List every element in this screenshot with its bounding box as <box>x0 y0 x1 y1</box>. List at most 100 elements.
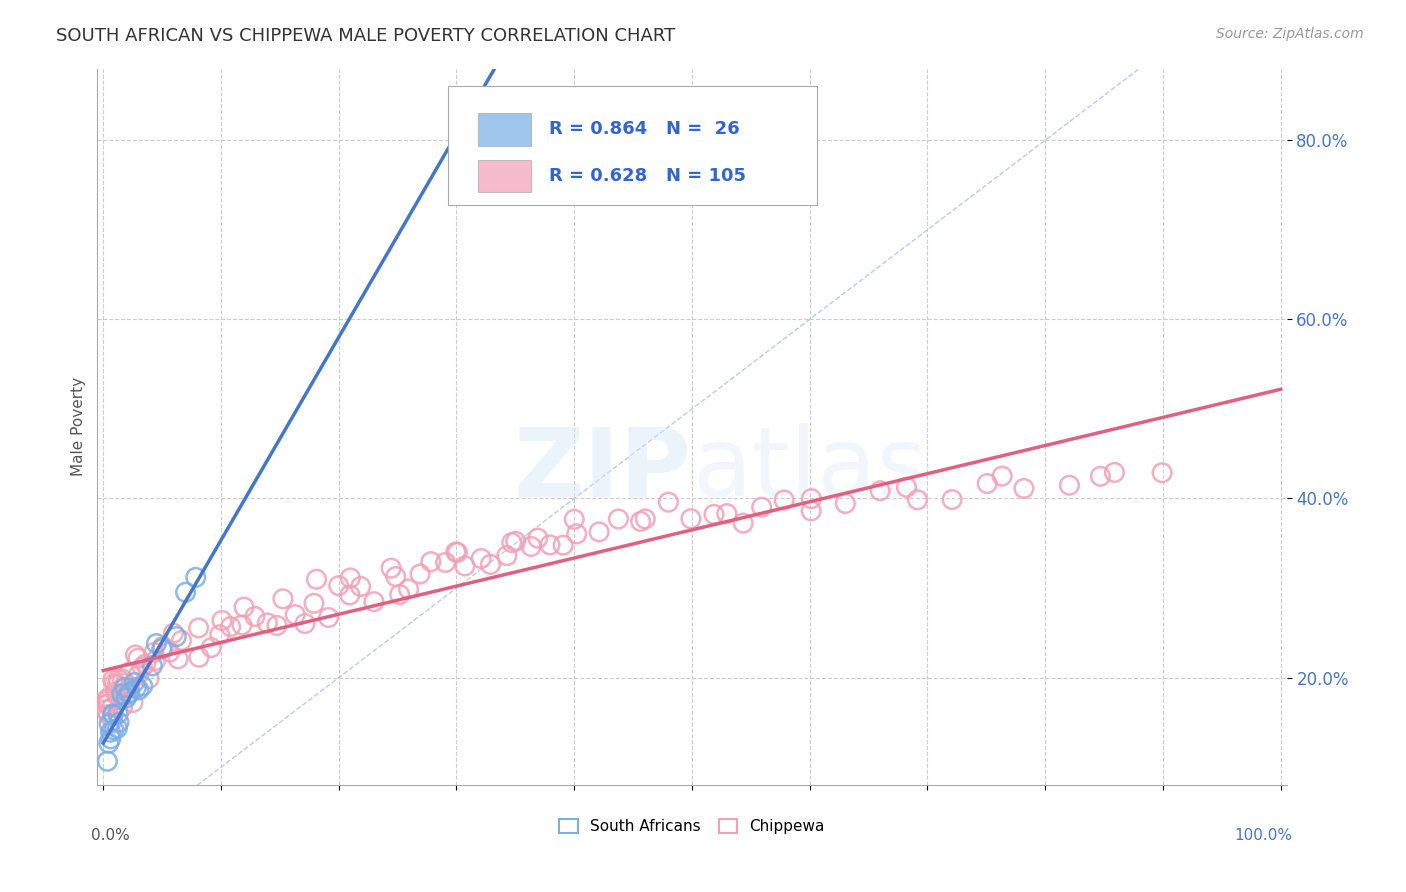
Point <box>527 531 550 545</box>
Point <box>100 731 122 746</box>
Point <box>553 538 575 552</box>
Point <box>501 535 523 549</box>
Point <box>162 626 184 640</box>
Point <box>751 500 773 515</box>
Point <box>380 561 402 575</box>
Point <box>607 512 630 526</box>
Point <box>505 534 527 549</box>
Point <box>896 480 918 494</box>
Point <box>97 736 120 750</box>
Point <box>150 641 173 656</box>
Point <box>446 545 468 559</box>
Point <box>243 609 266 624</box>
Point <box>107 706 129 721</box>
Point <box>271 591 294 606</box>
Point <box>145 653 167 667</box>
Point <box>350 579 373 593</box>
Point <box>101 707 124 722</box>
Point <box>131 660 153 674</box>
Point <box>165 630 187 644</box>
Point <box>520 540 543 554</box>
Point <box>991 469 1014 483</box>
Point <box>135 657 157 671</box>
Point <box>124 648 146 662</box>
Point <box>233 600 256 615</box>
Point <box>105 688 128 702</box>
Point <box>96 693 118 707</box>
Point <box>108 715 131 730</box>
Point <box>219 620 242 634</box>
Bar <box>478 113 531 145</box>
Point <box>100 700 122 714</box>
Point <box>1090 469 1112 483</box>
Point <box>363 595 385 609</box>
Point <box>97 691 120 706</box>
Text: Source: ZipAtlas.com: Source: ZipAtlas.com <box>1216 27 1364 41</box>
Point <box>384 569 406 583</box>
Point <box>305 572 328 586</box>
Point <box>142 646 165 660</box>
Point <box>111 700 134 714</box>
Point <box>869 483 891 498</box>
Point <box>634 512 657 526</box>
Point <box>111 687 134 701</box>
Point <box>141 659 163 673</box>
Point <box>907 492 929 507</box>
Point <box>184 570 207 584</box>
Point <box>479 558 502 572</box>
Point <box>470 551 492 566</box>
Point <box>328 579 350 593</box>
Text: SOUTH AFRICAN VS CHIPPEWA MALE POVERTY CORRELATION CHART: SOUTH AFRICAN VS CHIPPEWA MALE POVERTY C… <box>56 27 675 45</box>
Point <box>145 637 167 651</box>
Point <box>976 476 998 491</box>
Point <box>127 651 149 665</box>
Point <box>388 588 411 602</box>
Point <box>538 538 561 552</box>
Point <box>97 707 120 722</box>
Point <box>339 571 361 585</box>
Point <box>294 616 316 631</box>
Point <box>115 690 138 705</box>
Point <box>318 610 340 624</box>
Text: ZIP: ZIP <box>515 424 692 516</box>
Point <box>97 697 120 711</box>
Point <box>302 596 325 610</box>
Point <box>231 618 253 632</box>
Point <box>114 676 136 690</box>
Point <box>124 675 146 690</box>
Point <box>96 698 118 712</box>
Point <box>208 628 231 642</box>
Point <box>167 652 190 666</box>
Point <box>159 645 181 659</box>
Point <box>110 689 132 703</box>
Point <box>434 556 457 570</box>
Point <box>630 515 652 529</box>
Point <box>111 681 134 696</box>
Point <box>266 618 288 632</box>
Point <box>125 681 148 695</box>
Text: R = 0.864   N =  26: R = 0.864 N = 26 <box>550 120 740 138</box>
Point <box>105 678 128 692</box>
Point <box>941 492 963 507</box>
Point <box>104 685 127 699</box>
Point <box>98 716 121 731</box>
Point <box>118 681 141 695</box>
Point <box>454 558 477 573</box>
Point <box>128 682 150 697</box>
Point <box>152 640 174 655</box>
Point <box>716 507 738 521</box>
Point <box>339 588 361 602</box>
Point <box>703 508 725 522</box>
Point <box>1152 466 1174 480</box>
Point <box>103 723 125 737</box>
Point <box>170 633 193 648</box>
Point <box>101 673 124 687</box>
Point <box>679 512 702 526</box>
Point <box>834 496 856 510</box>
Point <box>409 567 432 582</box>
Point <box>588 524 610 539</box>
Point <box>118 687 141 701</box>
Point <box>398 582 420 596</box>
Point <box>101 707 124 722</box>
Point <box>96 754 118 768</box>
